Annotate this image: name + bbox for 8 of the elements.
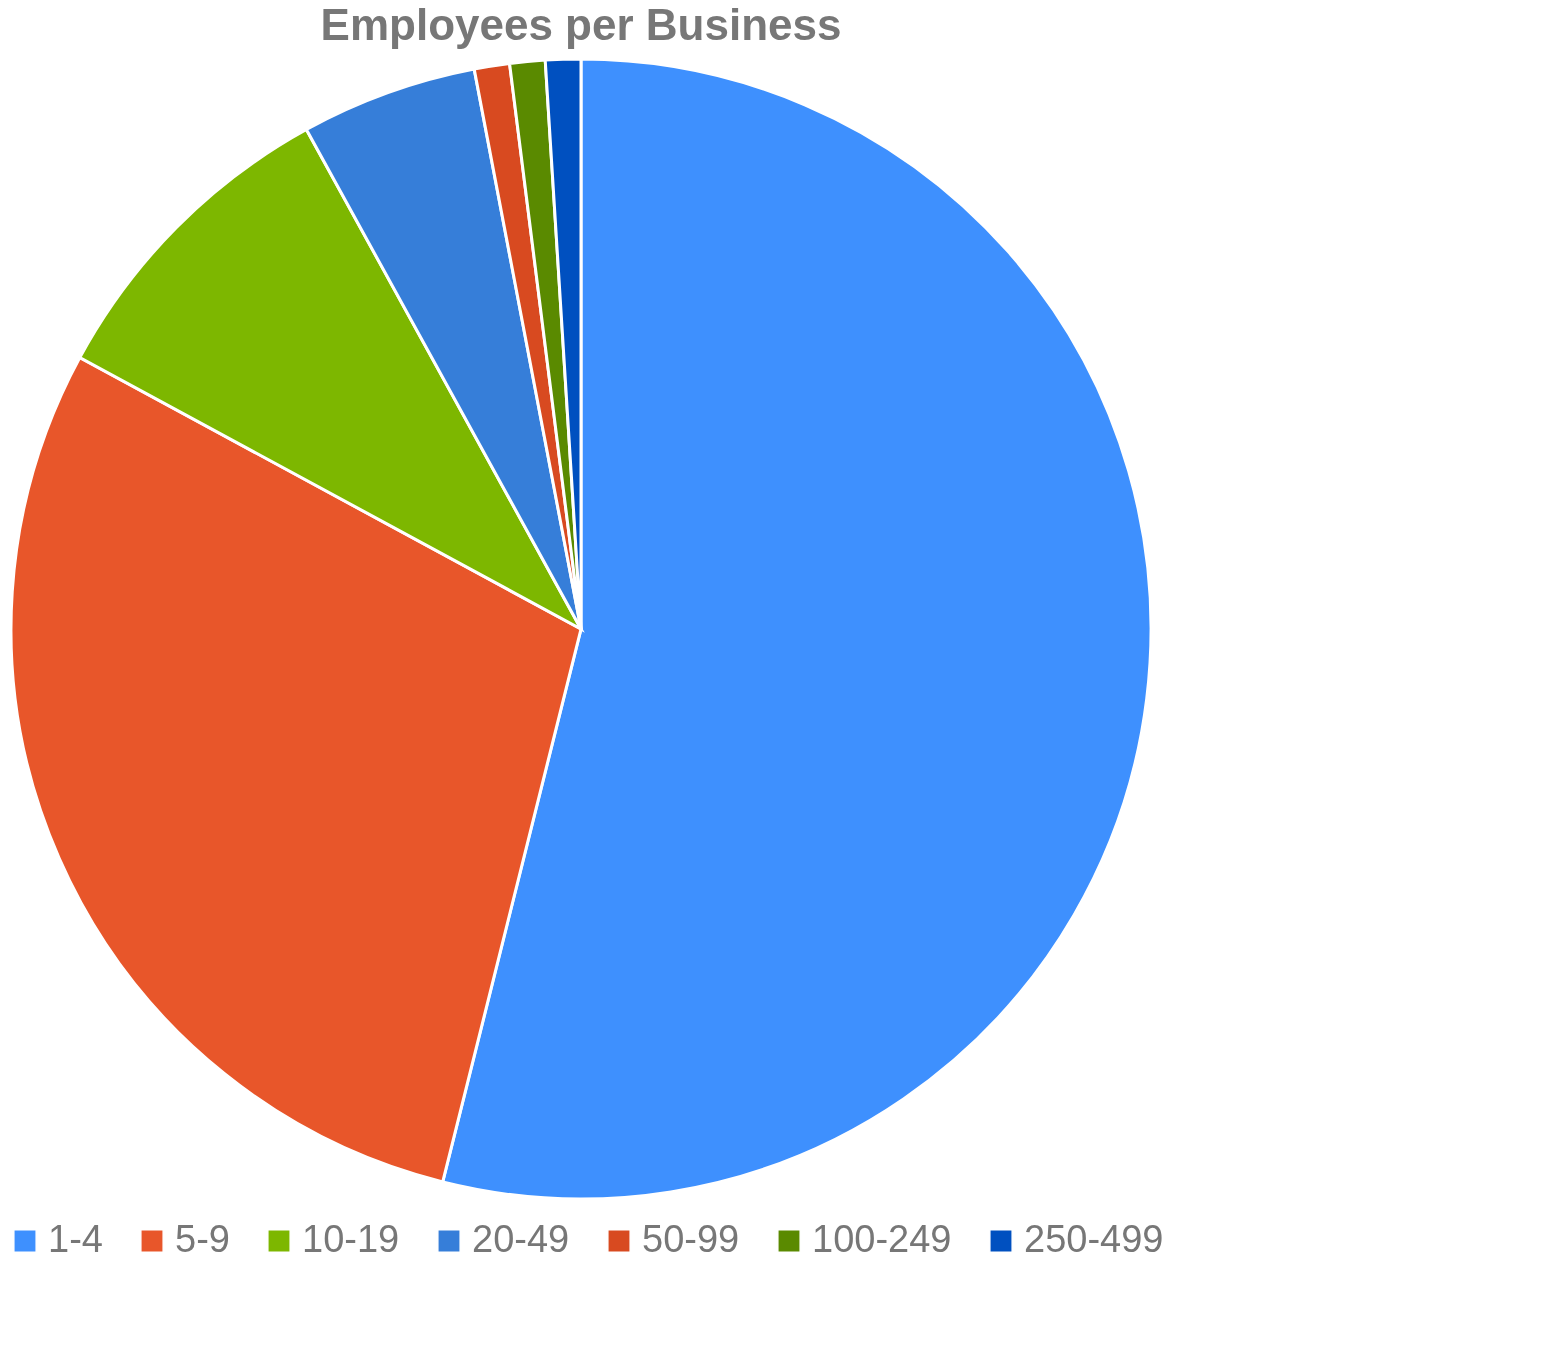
- legend-label: 1-4: [48, 1218, 103, 1260]
- legend-label: 250-499: [1024, 1218, 1164, 1260]
- legend-label: 10-19: [302, 1218, 400, 1260]
- legend-label: 20-49: [472, 1218, 570, 1260]
- legend-label: 100-249: [812, 1218, 952, 1260]
- chart-title: Employees per Business: [320, 0, 842, 49]
- legend-label: 50-99: [642, 1218, 740, 1260]
- legend-label: 5-9: [175, 1218, 230, 1260]
